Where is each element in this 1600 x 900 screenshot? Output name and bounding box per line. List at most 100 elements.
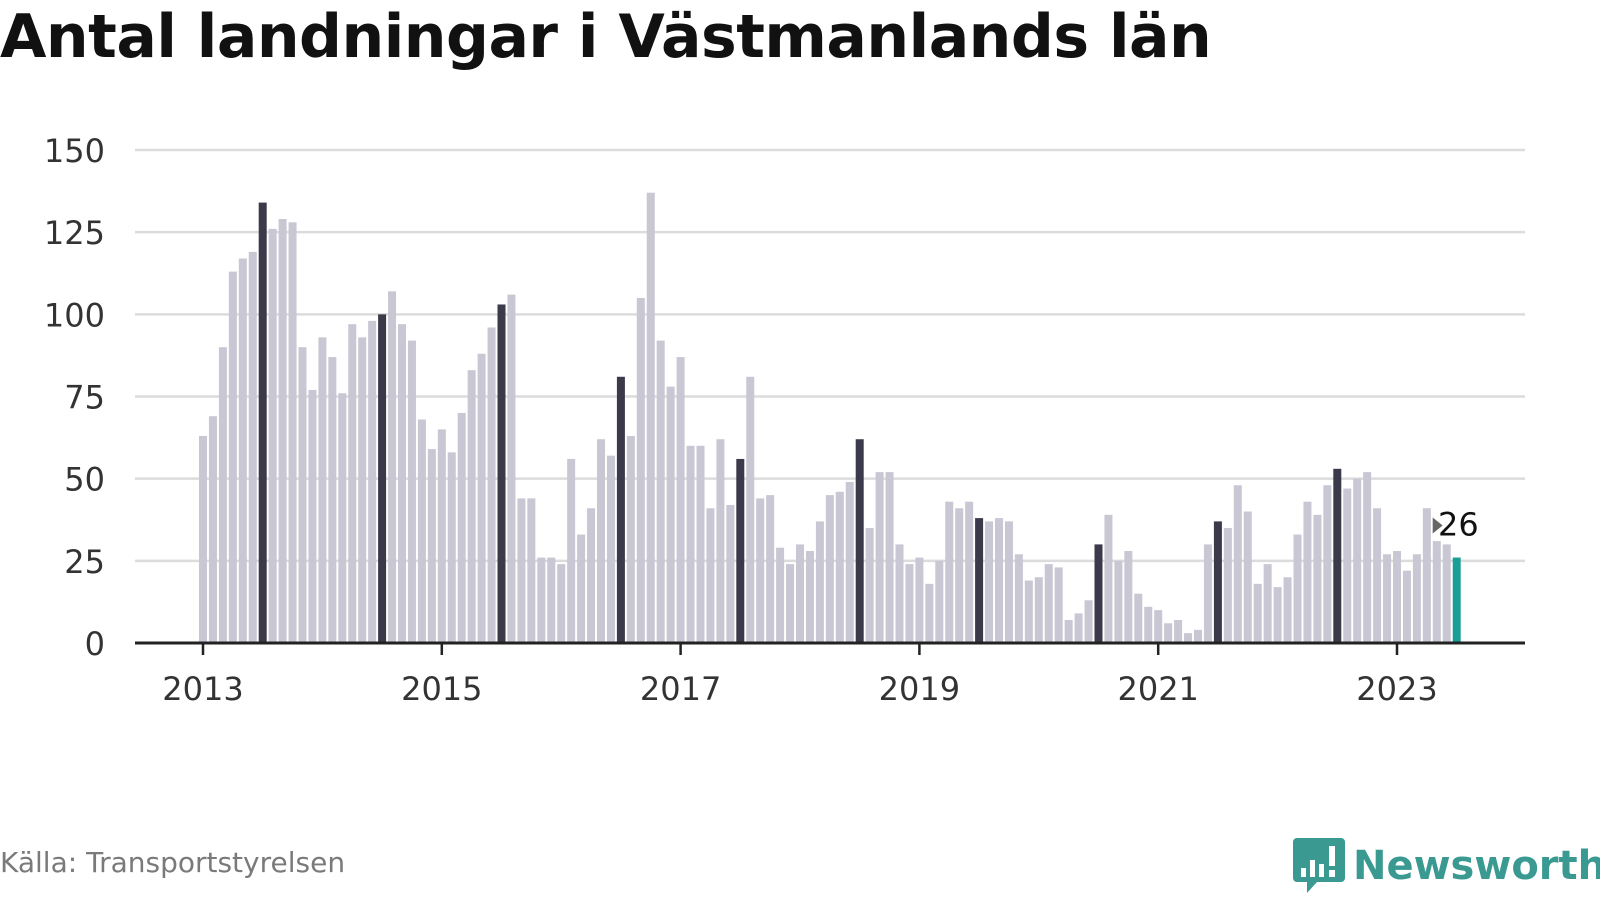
bar: [1402, 570, 1411, 643]
bar: [1333, 468, 1342, 643]
bar: [318, 337, 327, 643]
bar: [268, 228, 277, 643]
bar: [835, 491, 844, 643]
bar: [437, 429, 446, 643]
bar: [258, 202, 267, 643]
bar: [656, 340, 665, 643]
bar: [825, 495, 834, 643]
bar: [487, 327, 496, 643]
bar: [1283, 577, 1292, 643]
bar: [805, 550, 814, 643]
y-tick-label: 50: [64, 461, 105, 499]
bar: [1144, 606, 1153, 643]
x-tick-label: 2021: [1117, 670, 1198, 708]
bar: [537, 557, 546, 643]
bar: [716, 439, 725, 643]
bar: [1094, 544, 1103, 643]
y-tick-label: 25: [64, 543, 105, 581]
axes: [135, 641, 1525, 655]
bar: [845, 481, 854, 643]
bar: [736, 458, 745, 643]
bar: [1154, 610, 1163, 643]
bar: [985, 521, 994, 643]
bar: [199, 435, 207, 643]
bar: [855, 439, 864, 643]
bar: [1313, 514, 1322, 643]
x-tick-label: 2015: [401, 670, 482, 708]
bar: [925, 583, 934, 643]
bar: [238, 258, 247, 643]
bar: [1054, 567, 1063, 643]
bar: [726, 504, 735, 643]
bar: [1004, 521, 1013, 643]
bar: [1104, 514, 1113, 643]
bar: [477, 353, 486, 643]
bar: [1353, 478, 1362, 643]
bar: [1452, 557, 1461, 643]
bar: [1124, 550, 1133, 643]
bar: [1363, 472, 1372, 643]
bar: [766, 495, 775, 643]
bar: [945, 501, 954, 643]
bar: [885, 472, 894, 643]
bar: [1174, 619, 1183, 643]
bar: [676, 357, 685, 643]
newsworthy-logo[interactable]: Newsworthy: [1293, 838, 1600, 894]
bar: [527, 498, 536, 643]
x-tick-label: 2023: [1356, 670, 1437, 708]
bar: [1074, 613, 1083, 643]
bar: [1273, 587, 1282, 643]
bar: [776, 547, 785, 643]
bar: [388, 291, 397, 643]
bar: [895, 544, 904, 643]
bar: [696, 445, 705, 643]
bar: [1213, 521, 1222, 643]
y-tick-label: 75: [64, 379, 105, 417]
bar: [358, 337, 367, 643]
bar: [378, 314, 387, 643]
bar: [368, 320, 377, 643]
bar: [1303, 501, 1312, 643]
bar: [616, 376, 625, 643]
bar: [1064, 619, 1073, 643]
bar: [1373, 508, 1382, 643]
bar: [626, 435, 635, 643]
bar: [1114, 560, 1123, 643]
chart-title: Antal landningar i Västmanlands län: [0, 2, 1212, 72]
bar: [1014, 554, 1023, 643]
bars: [199, 192, 1461, 644]
bar: [467, 370, 476, 643]
bar: [1233, 485, 1242, 643]
bar: [1393, 550, 1401, 643]
bar: [1084, 600, 1093, 643]
bar: [1293, 534, 1302, 643]
y-tick-label: 100: [44, 296, 105, 334]
annotation-pointer: [1432, 517, 1443, 534]
bar: [815, 521, 824, 643]
y-tick-label: 0: [85, 625, 105, 663]
bar: [288, 222, 297, 643]
bar: [686, 445, 695, 643]
bar: [965, 501, 974, 643]
bar: [1383, 554, 1392, 643]
bar: [865, 527, 874, 643]
y-tick-label: 125: [44, 214, 105, 252]
bar: [875, 472, 884, 643]
bar: [328, 357, 337, 643]
bar: [606, 455, 615, 643]
bar: [398, 324, 406, 643]
bar: [517, 498, 526, 643]
bar: [1024, 580, 1033, 643]
bar: [218, 347, 227, 643]
x-tick-label: 2013: [162, 670, 243, 708]
bar: [208, 416, 217, 643]
bar: [338, 393, 347, 643]
annotations: 26: [1432, 506, 1479, 544]
newsworthy-icon: [1293, 838, 1345, 893]
bar: [1184, 633, 1193, 643]
bar: [1203, 544, 1212, 643]
bar: [756, 498, 765, 643]
bar: [587, 508, 596, 643]
bar: [1422, 508, 1431, 643]
bar: [905, 564, 914, 643]
